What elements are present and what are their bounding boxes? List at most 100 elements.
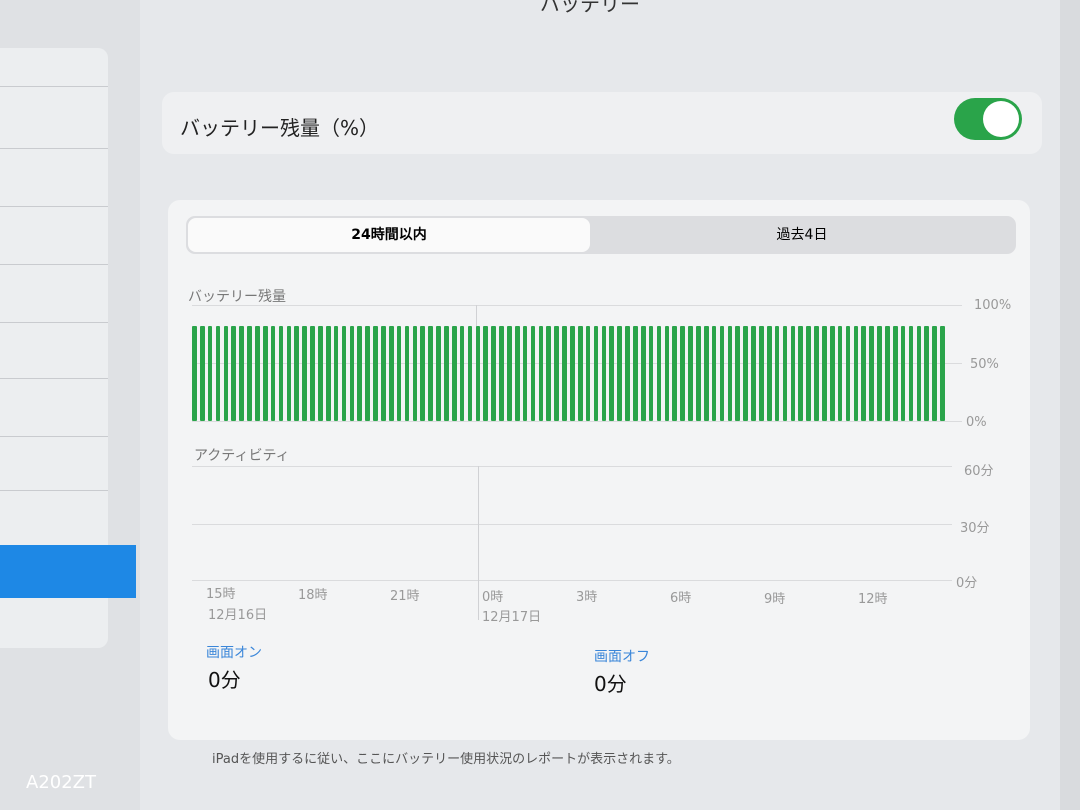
battery-bar — [829, 325, 835, 421]
battery-bar — [475, 325, 481, 421]
battery-bar — [735, 325, 741, 421]
battery-bar — [782, 325, 788, 421]
battery-bar — [522, 325, 528, 421]
battery-bar — [766, 325, 772, 421]
battery-bar — [861, 325, 867, 421]
battery-bar — [514, 325, 520, 421]
y-tick: 0% — [966, 415, 987, 430]
battery-chart-title: バッテリー残量 — [188, 289, 286, 305]
battery-bar — [538, 325, 544, 421]
battery-bar — [396, 325, 402, 421]
battery-bars — [192, 305, 948, 421]
battery-bar — [585, 325, 591, 421]
battery-bar — [499, 325, 504, 421]
battery-bar — [924, 325, 930, 421]
y-tick: 60分 — [964, 464, 994, 479]
battery-bar — [798, 325, 804, 421]
battery-bar — [286, 325, 292, 421]
battery-bar — [507, 325, 512, 421]
battery-bar — [814, 325, 819, 421]
sidebar — [0, 0, 140, 810]
battery-bar — [255, 325, 260, 421]
battery-bar — [388, 325, 394, 421]
battery-bar — [869, 325, 874, 421]
battery-bar — [231, 325, 237, 421]
activity-chart-title: アクティビティ — [194, 448, 290, 464]
tab-4-days[interactable]: 過去4日 — [776, 227, 828, 243]
y-tick: 30分 — [960, 521, 990, 536]
x-tick: 18時 — [298, 588, 328, 603]
battery-bar — [381, 325, 386, 421]
battery-bar — [562, 325, 567, 421]
x-tick: 12時 — [858, 592, 888, 607]
battery-bar — [885, 325, 890, 421]
divider — [0, 264, 108, 265]
battery-bar — [491, 325, 496, 421]
sidebar-item-battery-selected[interactable] — [0, 545, 136, 598]
battery-bar — [247, 325, 252, 421]
page-title: バッテリー — [540, 0, 640, 16]
battery-bar — [459, 325, 465, 421]
battery-bar — [790, 325, 796, 421]
battery-bar — [554, 325, 559, 421]
battery-bar — [530, 325, 536, 421]
battery-bar — [633, 325, 638, 421]
battery-bar — [672, 325, 678, 421]
segmented-control: 24時間以内 過去4日 — [186, 216, 1016, 254]
battery-bar — [696, 325, 701, 421]
battery-bar — [546, 325, 552, 421]
y-tick: 50% — [970, 357, 999, 372]
tab-24-hours[interactable]: 24時間以内 — [188, 218, 590, 252]
battery-bar — [192, 325, 197, 421]
battery-bar — [215, 325, 221, 421]
battery-bar — [625, 325, 630, 421]
battery-bar — [278, 325, 284, 421]
battery-bar — [609, 325, 615, 421]
toggle-knob — [983, 101, 1019, 137]
battery-bar — [341, 325, 347, 421]
battery-percentage-toggle[interactable] — [954, 98, 1022, 140]
divider — [0, 148, 108, 149]
battery-bar — [837, 325, 843, 421]
battery-bar — [751, 325, 756, 421]
battery-bar — [199, 325, 205, 421]
battery-bar — [357, 325, 363, 421]
screen-on-label: 画面オン — [206, 645, 262, 661]
divider — [0, 490, 108, 491]
battery-bar — [648, 325, 654, 421]
battery-bar — [207, 325, 213, 421]
battery-bar — [680, 325, 685, 421]
battery-bar — [601, 325, 607, 421]
gridline — [192, 305, 962, 306]
divider — [0, 206, 108, 207]
battery-bar — [932, 325, 937, 421]
x-tick: 15時 — [206, 587, 236, 602]
battery-bar — [444, 325, 449, 421]
screen-on-value: 0分 — [208, 668, 241, 692]
battery-bar — [318, 325, 323, 421]
battery-bar — [711, 325, 717, 421]
x-tick: 6時 — [670, 591, 692, 606]
battery-bar — [916, 325, 922, 421]
battery-bar — [420, 325, 426, 421]
battery-bar — [719, 325, 725, 421]
battery-bar — [853, 325, 859, 421]
battery-percentage-row: バッテリー残量（%） — [162, 92, 1042, 154]
battery-bar — [294, 325, 300, 421]
battery-bar — [900, 325, 906, 421]
gridline — [192, 421, 962, 422]
battery-bar — [877, 325, 882, 421]
battery-bar — [333, 325, 339, 421]
battery-bar — [593, 325, 599, 421]
battery-percentage-label: バッテリー残量（%） — [180, 116, 380, 140]
battery-bar — [467, 325, 473, 421]
battery-bar — [349, 325, 355, 421]
battery-bar — [325, 325, 331, 421]
watermark: A202ZT — [26, 772, 96, 793]
battery-bar — [577, 325, 583, 421]
divider — [0, 436, 108, 437]
x-tick: 9時 — [764, 592, 786, 607]
date-label: 12月16日 — [208, 608, 268, 623]
y-tick: 100% — [974, 298, 1012, 313]
battery-bar — [373, 325, 378, 421]
